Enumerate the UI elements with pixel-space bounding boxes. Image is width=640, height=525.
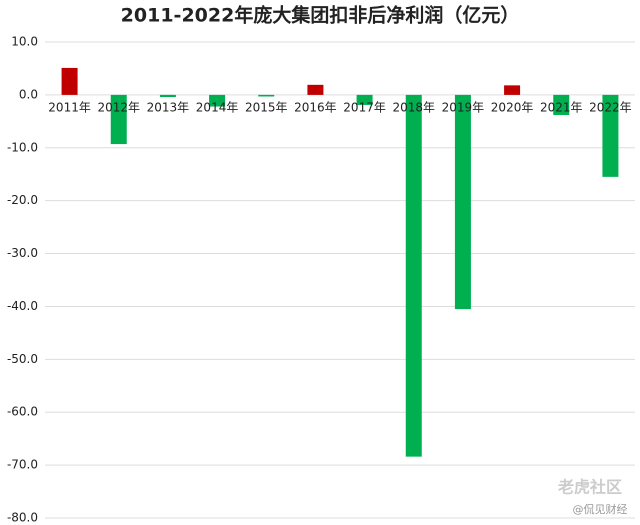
x-tick-label: 2017年: [343, 100, 386, 114]
y-tick-label: -40.0: [7, 299, 38, 313]
x-tick-label: 2016年: [294, 100, 337, 114]
bar: [454, 94, 471, 310]
x-tick-label: 2018年: [392, 100, 435, 114]
x-tick-label: 2014年: [196, 100, 239, 114]
x-tick-label: 2022年: [589, 100, 632, 114]
bar: [602, 94, 619, 177]
y-tick-label: -10.0: [7, 140, 38, 154]
x-tick-label: 2012年: [97, 100, 140, 114]
y-tick-label: -20.0: [7, 193, 38, 207]
y-tick-label: -70.0: [7, 458, 38, 472]
bar: [356, 94, 373, 105]
y-tick-label: 10.0: [11, 35, 38, 49]
bar: [553, 94, 570, 115]
y-tick-label: 0.0: [19, 87, 38, 101]
y-tick-label: -30.0: [7, 246, 38, 260]
y-tick-label: -80.0: [7, 511, 38, 525]
x-tick-label: 2020年: [491, 100, 534, 114]
bar: [159, 94, 176, 98]
y-tick-label: -60.0: [7, 405, 38, 419]
x-tick-label: 2013年: [147, 100, 190, 114]
bar: [504, 85, 521, 95]
watermark: @侃见财经: [573, 502, 628, 516]
bar: [209, 94, 226, 107]
bar: [110, 94, 127, 145]
y-tick-label: -50.0: [7, 352, 38, 366]
chart-title: 2011-2022年庞大集团扣非后净利润（亿元）: [121, 4, 520, 27]
x-tick-label: 2021年: [540, 100, 583, 114]
bar: [307, 84, 324, 95]
x-tick-label: 2019年: [442, 100, 485, 114]
x-tick-label: 2015年: [245, 100, 288, 114]
bar: [405, 94, 422, 457]
bar: [258, 94, 275, 97]
x-tick-label: 2011年: [48, 100, 91, 114]
bar: [61, 67, 78, 95]
watermark: 老虎社区: [557, 478, 622, 497]
